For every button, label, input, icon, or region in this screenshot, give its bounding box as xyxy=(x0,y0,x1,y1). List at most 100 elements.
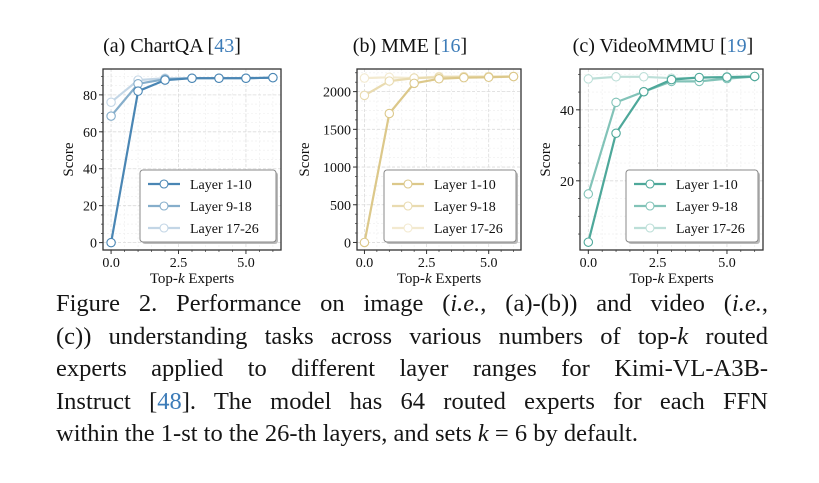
data-point xyxy=(459,72,469,83)
y-tick-label: 2000 xyxy=(323,86,351,101)
data-point xyxy=(359,73,370,83)
data-point xyxy=(483,72,494,83)
y-tick-label: 20 xyxy=(83,200,97,215)
data-point xyxy=(639,72,649,82)
chart-title: (b) MME [16] xyxy=(353,35,467,57)
data-point xyxy=(434,74,444,84)
data-point xyxy=(508,71,519,82)
caption-text: Instruct [ xyxy=(56,387,158,415)
legend-label: Layer 1-10 xyxy=(676,178,738,193)
x-tick-label: 5.0 xyxy=(237,256,255,271)
x-tick-label: 2.5 xyxy=(649,256,667,271)
caption-text: routed xyxy=(688,322,768,350)
caption-text: Figure 2. Performance on image ( xyxy=(56,290,451,317)
data-point xyxy=(214,73,224,83)
data-point xyxy=(666,74,677,85)
data-point xyxy=(241,73,251,83)
legend-marker xyxy=(403,223,413,233)
y-axis-label: Score xyxy=(538,142,554,176)
x-tick-label: 0.0 xyxy=(356,256,374,271)
data-point xyxy=(583,237,594,247)
legend-item: Layer 1-10 xyxy=(392,178,496,193)
data-point xyxy=(268,72,278,83)
data-point xyxy=(187,73,197,83)
x-tick-label: 2.5 xyxy=(418,256,436,271)
y-tick-label: 500 xyxy=(330,199,351,214)
legend-item: Layer 9-18 xyxy=(392,200,496,215)
x-axis-label: Top-k Experts xyxy=(150,271,235,287)
y-axis-label: Score xyxy=(297,142,313,176)
y-tick-label: 1000 xyxy=(323,161,351,176)
legend-item: Layer 1-10 xyxy=(148,178,252,193)
data-point xyxy=(384,108,395,119)
data-point xyxy=(749,71,760,82)
caption-text: , xyxy=(761,290,768,317)
legend-box xyxy=(625,169,759,243)
chart-panel-c: 20 40 0.0 2.5 5.0 Top-k Experts Score (c) Video… xyxy=(538,35,764,287)
citation-link: 16 xyxy=(441,35,461,57)
y-axis-label: Score xyxy=(61,142,77,176)
data-point xyxy=(639,86,649,97)
data-point xyxy=(611,128,621,138)
chart-title: (c) VideoMMMU [19] xyxy=(573,35,754,57)
x-tick-label: 2.5 xyxy=(170,256,188,271)
caption-text: within the 1-st to the 26-th layers, and… xyxy=(56,420,478,447)
data-point xyxy=(133,86,143,96)
caption-italic: k xyxy=(677,322,689,350)
x-tick-label: 5.0 xyxy=(480,256,498,271)
figure-caption: Figure 2. Performance on image (i.e., (a… xyxy=(56,288,768,451)
caption-line: Figure 2. Performance on image (i.e., (a… xyxy=(56,288,768,321)
data-point xyxy=(106,237,116,248)
data-point xyxy=(611,72,621,82)
legend-item: Layer 17-26 xyxy=(392,222,503,237)
citation-link: 43 xyxy=(214,35,234,57)
caption-line: within the 1-st to the 26-th layers, and… xyxy=(56,418,768,451)
caption-italic: i.e. xyxy=(731,290,762,317)
caption-line: Instruct [48]. The model has 64 routed e… xyxy=(56,386,768,419)
caption-text: (c)) understanding tasks across various … xyxy=(56,322,678,350)
x-tick-label: 0.0 xyxy=(102,256,120,271)
citation-link: 19 xyxy=(727,35,747,57)
caption-italic: i.e. xyxy=(450,290,481,317)
y-tick-label: 0 xyxy=(90,237,97,252)
data-point xyxy=(583,74,594,84)
caption-italic: k xyxy=(477,420,489,447)
legend-box xyxy=(139,169,277,243)
legend-item: Layer 9-18 xyxy=(148,200,252,215)
legend-marker xyxy=(159,179,169,189)
data-point xyxy=(160,75,170,85)
legend-item: Layer 1-10 xyxy=(634,178,738,193)
data-point xyxy=(359,90,370,101)
data-point xyxy=(106,97,116,107)
legend: Layer 1-10 Layer 9-18 Layer 17-26 xyxy=(383,169,517,243)
legend-marker xyxy=(403,179,413,189)
chart-title: (a) ChartQA [43] xyxy=(103,35,241,57)
legend-item: Layer 17-26 xyxy=(148,222,259,237)
citation-link[interactable]: 48 xyxy=(157,387,182,415)
legend-label: Layer 1-10 xyxy=(190,178,252,193)
legend-marker xyxy=(159,201,169,211)
data-point xyxy=(409,78,419,89)
caption-text: experts applied to different layer range… xyxy=(56,355,768,382)
legend-label: Layer 17-26 xyxy=(190,222,259,237)
y-tick-label: 1500 xyxy=(323,123,351,138)
caption-text: ]. The model has 64 routed experts for e… xyxy=(181,387,768,415)
legend-marker xyxy=(645,223,655,233)
caption-text: = 6 by default. xyxy=(488,420,638,447)
x-tick-label: 5.0 xyxy=(718,256,736,271)
x-axis-label: Top-k Experts xyxy=(629,271,714,287)
legend-label: Layer 17-26 xyxy=(434,222,503,237)
legend-marker xyxy=(645,179,655,189)
y-tick-label: 20 xyxy=(560,175,574,190)
data-point xyxy=(359,237,370,248)
data-point xyxy=(694,72,704,83)
legend-label: Layer 9-18 xyxy=(434,200,496,215)
caption-line: experts applied to different layer range… xyxy=(56,353,768,386)
data-point xyxy=(384,76,395,86)
legend-item: Layer 17-26 xyxy=(634,222,745,237)
legend-box xyxy=(383,169,517,243)
legend-label: Layer 17-26 xyxy=(676,222,745,237)
legend-marker xyxy=(159,223,169,233)
